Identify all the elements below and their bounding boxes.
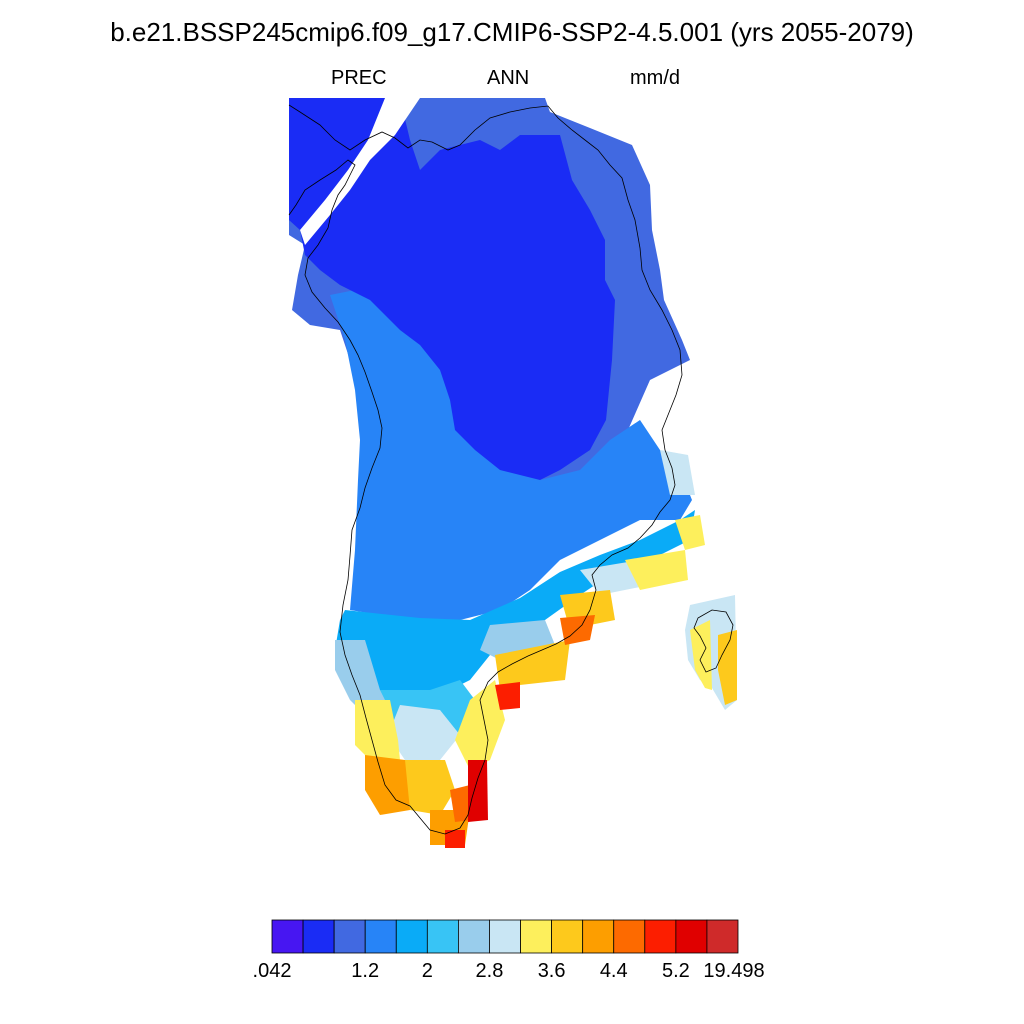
variable-label: PREC xyxy=(331,67,387,89)
precip-field xyxy=(289,98,737,848)
precip-zone-band1 xyxy=(289,98,615,480)
colorbar-tick-label: 19.498 xyxy=(703,960,765,982)
precip-zone-band11 xyxy=(560,615,595,645)
colorbar-swatch xyxy=(520,919,553,954)
precip-zone-band13 xyxy=(468,760,488,822)
season-label: ANN xyxy=(487,67,530,89)
precip-zone-band9 xyxy=(495,640,570,690)
iceland-field-c xyxy=(718,630,737,705)
precip-zone-band10 xyxy=(365,755,410,815)
colorbar-tick-label: 3.6 xyxy=(537,960,566,982)
precip-zone-band8-d xyxy=(455,680,505,770)
iceland-coastline xyxy=(693,609,734,673)
colorbar-swatch xyxy=(613,919,646,954)
precip-zone-band4 xyxy=(335,510,695,710)
colorbar-swatch xyxy=(426,919,459,954)
colorbar-tick-label: 2.8 xyxy=(475,960,504,982)
colorbar xyxy=(271,919,739,954)
precip-zone-band7 xyxy=(388,705,460,760)
iceland-field-b xyxy=(690,620,712,690)
colorbar-swatch xyxy=(364,919,397,954)
precip-zone-band7-c xyxy=(660,450,695,495)
precip-zone-band8-b xyxy=(625,550,688,590)
colorbar-swatch xyxy=(489,919,521,954)
colorbar-swatch xyxy=(582,919,615,954)
colorbar-swatch xyxy=(302,919,335,954)
units-label: mm/d xyxy=(630,67,680,89)
colorbar-tick-label: 4.4 xyxy=(599,960,628,982)
colorbar-tick-label: .042 xyxy=(252,960,292,982)
colorbar-swatch xyxy=(395,919,428,954)
colorbar-swatch xyxy=(271,919,304,954)
colorbar-swatch xyxy=(457,919,490,954)
coastline xyxy=(288,104,734,835)
precip-zone-band11-b xyxy=(450,785,472,822)
colorbar-swatch xyxy=(333,919,366,954)
colorbar-swatch xyxy=(551,919,584,954)
precip-zone-band12 xyxy=(495,682,520,710)
precip-zone-band9-c xyxy=(395,760,455,815)
colorbar-tick-label: 5.2 xyxy=(661,960,690,982)
missing-data-corner xyxy=(408,98,418,103)
colorbar-swatch xyxy=(706,919,739,954)
precip-zone-band12-b xyxy=(445,830,465,848)
missing-data-strip xyxy=(300,98,420,245)
precip-zone-band3 xyxy=(330,285,692,620)
colorbar-tick-label: 2 xyxy=(421,960,433,982)
colorbar-swatch xyxy=(644,919,677,954)
plot-title: b.e21.BSSP245cmip6.f09_g17.CMIP6-SSP2-4.… xyxy=(110,17,914,47)
precip-zone-band8-c xyxy=(675,515,705,550)
colorbar-swatch xyxy=(675,919,708,954)
greenland-coastline xyxy=(288,104,683,835)
precip-zone-band8 xyxy=(355,700,400,760)
colorbar-tick-label: 1.2 xyxy=(351,960,380,982)
